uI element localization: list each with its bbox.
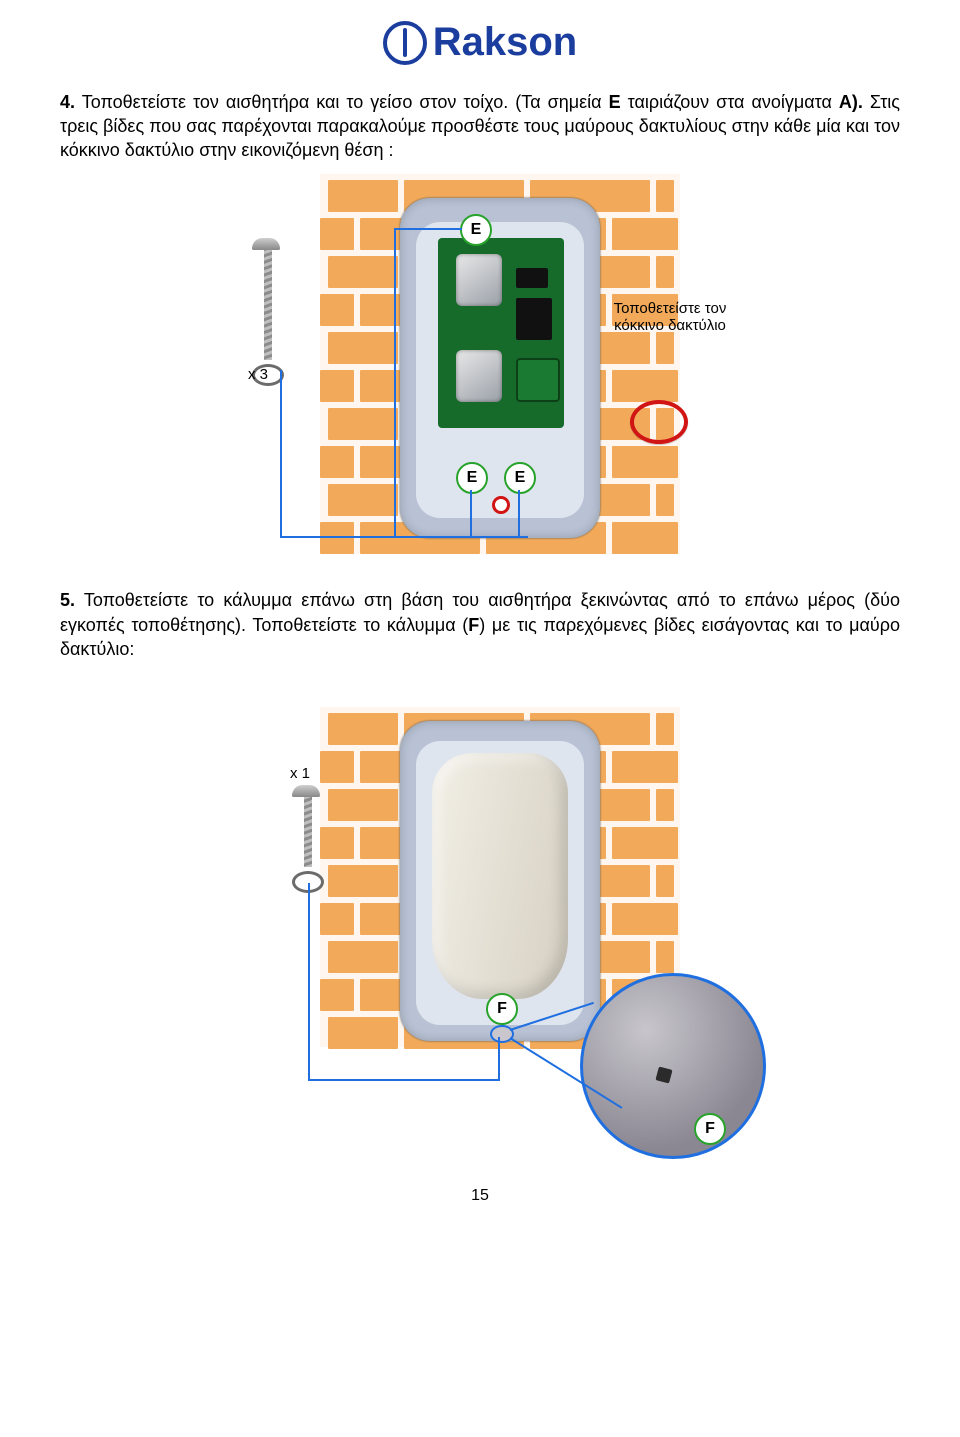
brand-text: Rakson: [433, 20, 578, 65]
pir-lens-2: [456, 350, 502, 402]
brand-logo: Rakson: [383, 20, 578, 65]
step5-number: 5.: [60, 590, 75, 610]
screw-x3: [252, 238, 284, 386]
figure-1: E E E x 3 Τοποθετείστε τον κόκκινο δακτύ…: [160, 178, 800, 558]
step4-number: 4.: [60, 92, 75, 112]
step5-text: 5. Τοποθετείστε το κάλυμμα επάνω στη βάσ…: [60, 588, 900, 661]
step4-A: Α).: [839, 92, 863, 112]
sensor-cover: [432, 753, 568, 999]
chip-2: [516, 298, 552, 340]
screw-x1: [292, 785, 324, 893]
x3-label: x 3: [248, 366, 268, 383]
zoom-detail: [580, 973, 766, 1159]
step4-text: 4. Τοποθετείστε τον αισθητήρα και το γεί…: [60, 90, 900, 163]
red-ring-callout: Τοποθετείστε τον κόκκινο δακτύλιο: [605, 300, 735, 334]
logo-icon: [383, 21, 427, 65]
step4-b: ταιριάζουν στα ανοίγματα: [621, 92, 839, 112]
step5-F: F: [468, 615, 479, 635]
step4-a: Τοποθετείστε τον αισθητήρα και το γείσο …: [75, 92, 609, 112]
chip-1: [516, 268, 548, 288]
pcb: [438, 238, 564, 428]
document-page: Rakson 4. Τοποθετείστε τον αισθητήρα και…: [0, 0, 960, 1245]
logo-wrap: Rakson: [60, 20, 900, 70]
figure-2: F x 1 F: [160, 677, 800, 1157]
step4-E: Ε: [609, 92, 621, 112]
zoom-screw: [655, 1067, 672, 1084]
page-number: 15: [60, 1187, 900, 1205]
pir-lens-1: [456, 254, 502, 306]
terminal: [516, 358, 560, 402]
x1-label: x 1: [290, 765, 310, 782]
